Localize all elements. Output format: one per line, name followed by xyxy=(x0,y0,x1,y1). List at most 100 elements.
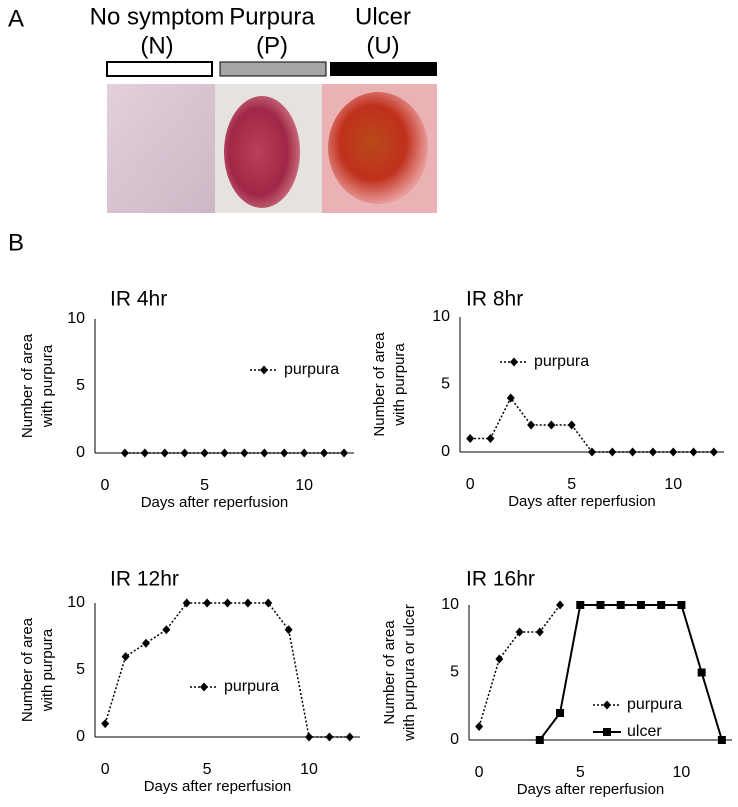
marker xyxy=(340,448,349,458)
group-name: No symptom xyxy=(90,3,225,30)
marker xyxy=(510,357,518,367)
group-bar xyxy=(219,61,327,77)
marker xyxy=(260,365,268,375)
marker xyxy=(657,601,666,609)
marker xyxy=(486,434,495,443)
marker xyxy=(162,625,171,635)
marker xyxy=(101,719,110,729)
marker xyxy=(603,700,611,710)
chart-title: IR 8hr xyxy=(466,288,523,311)
marker xyxy=(466,434,475,443)
x-tick-label: 0 xyxy=(101,761,110,778)
chart-title: IR 4hr xyxy=(110,288,167,311)
marker xyxy=(677,601,686,609)
marker xyxy=(200,448,209,458)
y-tick-label: 10 xyxy=(67,594,85,611)
chart-title: IR 12hr xyxy=(110,568,179,591)
marker xyxy=(325,732,334,742)
marker xyxy=(506,393,515,403)
marker xyxy=(475,722,484,731)
y-axis-label: with purpura xyxy=(391,343,408,427)
y-tick-label: 5 xyxy=(450,664,459,681)
chart-title: IR 16hr xyxy=(466,568,535,591)
marker xyxy=(260,448,269,458)
marker xyxy=(689,447,698,457)
x-axis-label: Days after reperfusion xyxy=(517,781,665,798)
x-tick-label: 10 xyxy=(664,476,682,493)
marker xyxy=(596,601,605,609)
marker xyxy=(345,732,354,742)
marker xyxy=(200,682,208,692)
marker xyxy=(556,709,565,717)
panel-label: B xyxy=(8,229,24,256)
marker xyxy=(300,448,309,458)
group-name: Purpura xyxy=(229,3,315,30)
marker xyxy=(495,654,504,664)
legend-label: ulcer xyxy=(627,723,662,740)
y-tick-label: 10 xyxy=(67,310,85,327)
legend-label: purpura xyxy=(627,696,682,713)
marker xyxy=(280,448,289,458)
marker xyxy=(121,652,130,662)
x-tick-label: 0 xyxy=(101,477,110,494)
y-tick-label: 0 xyxy=(450,731,459,748)
photos xyxy=(107,84,437,213)
group-code: (U) xyxy=(366,32,399,59)
marker xyxy=(120,448,129,458)
group-name: Ulcer xyxy=(355,3,411,30)
group-bar xyxy=(330,62,437,76)
x-tick-label: 5 xyxy=(200,477,209,494)
marker xyxy=(669,447,678,457)
series-line xyxy=(539,604,723,741)
y-axis-label: with purpura or ulcer xyxy=(401,604,418,742)
x-tick-label: 10 xyxy=(295,477,313,494)
marker xyxy=(140,448,149,458)
y-tick-label: 10 xyxy=(441,596,459,613)
y-axis-label: Number of area xyxy=(371,332,388,437)
marker xyxy=(264,598,273,608)
x-axis-label: Days after reperfusion xyxy=(508,493,656,510)
y-tick-label: 0 xyxy=(441,443,450,460)
marker xyxy=(535,736,544,744)
marker xyxy=(320,448,329,458)
y-axis-label: Number of area xyxy=(19,333,36,438)
group-code: (N) xyxy=(140,32,173,59)
legend-label: purpura xyxy=(534,353,589,370)
y-tick-label: 5 xyxy=(441,376,450,393)
marker xyxy=(182,598,191,608)
marker xyxy=(535,627,544,637)
x-axis-label: Days after reperfusion xyxy=(141,494,289,511)
y-axis-label: with purpura xyxy=(39,628,56,712)
marker xyxy=(717,736,726,744)
y-axis-label: with purpura xyxy=(39,344,56,428)
marker xyxy=(203,598,212,608)
x-tick-label: 0 xyxy=(466,476,475,493)
marker xyxy=(220,448,229,458)
marker xyxy=(180,448,189,458)
marker xyxy=(243,598,252,608)
y-tick-label: 5 xyxy=(76,661,85,678)
y-tick-label: 5 xyxy=(76,377,85,394)
marker xyxy=(305,732,314,742)
legend-label: purpura xyxy=(224,678,279,695)
marker xyxy=(616,601,625,609)
marker xyxy=(567,420,576,430)
marker xyxy=(709,447,718,457)
y-tick-label: 0 xyxy=(76,444,85,461)
group-code: (P) xyxy=(256,32,288,59)
group-bar xyxy=(106,61,213,77)
x-tick-label: 0 xyxy=(475,764,484,781)
marker xyxy=(608,447,617,457)
marker xyxy=(240,448,249,458)
legend-label: purpura xyxy=(284,361,339,378)
marker xyxy=(547,420,556,430)
y-axis-label: Number of area xyxy=(381,620,398,725)
marker xyxy=(636,601,645,609)
panel-label: A xyxy=(8,5,24,32)
marker xyxy=(603,728,611,736)
series-line xyxy=(478,604,561,727)
marker xyxy=(697,668,706,677)
y-tick-label: 10 xyxy=(432,308,450,325)
marker xyxy=(284,625,293,635)
